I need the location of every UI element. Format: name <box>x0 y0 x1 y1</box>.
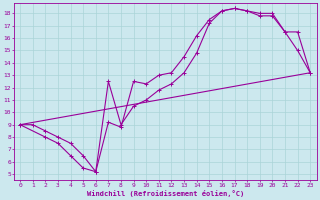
X-axis label: Windchill (Refroidissement éolien,°C): Windchill (Refroidissement éolien,°C) <box>86 190 244 197</box>
